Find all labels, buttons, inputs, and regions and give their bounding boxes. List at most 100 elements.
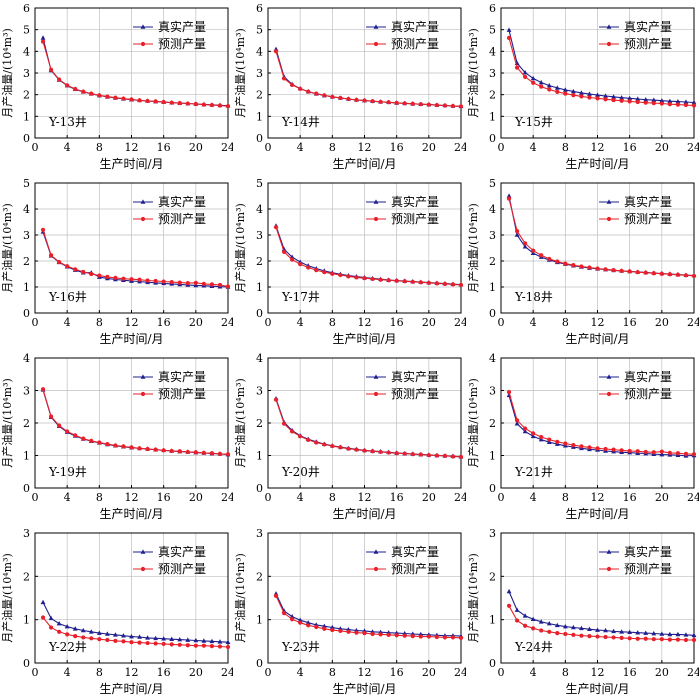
x-tick-label: 20 [189, 316, 203, 329]
pred-data-point [40, 387, 46, 392]
pred-data-point [579, 264, 584, 269]
pred-data-point [346, 274, 351, 279]
circle-marker-icon [606, 391, 612, 397]
x-tick-label: 8 [329, 666, 336, 679]
pred-data-point [121, 96, 126, 101]
pred-data-point [290, 257, 295, 262]
pred-data-point [418, 452, 423, 457]
pred-data-point [539, 253, 544, 258]
pred-data-point [539, 628, 544, 633]
true-data-point [643, 97, 649, 102]
pred-data-point [555, 89, 560, 94]
pred-data-point [97, 637, 102, 642]
true-data-point [587, 626, 592, 631]
pred-data-point [506, 603, 512, 608]
legend-true-label: 真实产量 [624, 19, 672, 34]
pred-data-point [338, 628, 343, 634]
y-tick-label: 4 [256, 45, 263, 58]
x-tick-label: 20 [422, 316, 436, 329]
y-axis-title: 月产油量/(10⁴m³) [466, 553, 480, 643]
well-label: Y-14井 [281, 115, 320, 129]
y-tick-label: 4 [23, 45, 30, 58]
circle-marker-icon [140, 566, 146, 572]
pred-data-point [281, 611, 287, 616]
pred-data-point [450, 454, 456, 459]
x-tick-label: 12 [125, 316, 139, 329]
well-label: Y-19井 [48, 465, 87, 479]
x-tick-label: 12 [358, 666, 372, 679]
circle-marker-icon [373, 216, 379, 222]
x-tick-label: 24 [454, 491, 466, 504]
pred-data-point [458, 282, 464, 288]
true-data-point [667, 631, 673, 637]
y-tick-label: 3 [489, 527, 496, 540]
circle-marker-icon [373, 391, 379, 397]
pred-data-point [73, 634, 78, 639]
x-axis-title: 生产时间/月 [565, 682, 629, 696]
pred-data-point [177, 280, 182, 285]
pred-data-point [290, 617, 295, 622]
y-tick-label: 1 [489, 281, 496, 294]
true-data-point [659, 98, 665, 103]
true-data-point [161, 636, 167, 641]
pred-data-point [426, 634, 431, 639]
x-tick-label: 0 [498, 491, 505, 504]
well-chart-11: 0 4 8 12 16 20 240123生产时间/月月产油量/(10⁴m³)真实产量预测产… [466, 527, 699, 696]
pred-data-point [89, 91, 94, 96]
y-tick-label: 2 [256, 417, 263, 430]
x-tick-label: 24 [221, 316, 233, 329]
x-tick-label: 20 [189, 141, 203, 154]
pred-data-point [587, 265, 592, 270]
true-series-line [508, 395, 695, 457]
pred-data-point [89, 271, 94, 277]
pred-data-point [217, 451, 223, 456]
well-label: Y-23井 [281, 640, 320, 654]
y-tick-label: 3 [256, 527, 263, 540]
x-axis-title: 生产时间/月 [99, 507, 163, 521]
y-axis-title: 月产油量/(10⁴m³) [0, 553, 14, 643]
pred-data-point [177, 642, 182, 647]
pred-data-point [691, 103, 697, 108]
x-axis-title: 生产时间/月 [565, 157, 629, 171]
pred-data-point [659, 637, 664, 642]
x-tick-label: 8 [96, 141, 103, 154]
x-tick-label: 12 [125, 141, 139, 154]
true-data-point [56, 620, 62, 626]
well-chart-10: 0 4 8 12 16 20 240123生产时间/月月产油量/(10⁴m³)真实产量预测产… [233, 527, 466, 696]
pred-data-point [394, 278, 399, 283]
y-tick-label: 4 [489, 45, 496, 58]
true-data-point [217, 639, 223, 644]
true-data-point [546, 620, 552, 626]
pred-data-point [603, 97, 608, 102]
y-axis-title: 月产油量/(10⁴m³) [233, 378, 247, 468]
true-data-point [185, 637, 191, 642]
y-tick-label: 3 [256, 67, 263, 80]
pred-data-point [587, 634, 592, 639]
pred-data-point [514, 418, 520, 423]
true-data-point [643, 630, 649, 635]
pred-data-point [603, 634, 608, 640]
pred-data-point [121, 276, 126, 281]
x-tick-label: 16 [390, 491, 404, 504]
pred-series-line [275, 51, 462, 107]
x-tick-label: 0 [498, 666, 505, 679]
pred-data-point [394, 451, 399, 456]
legend-true-label: 真实产量 [158, 369, 206, 384]
legend-pred-label: 预测产量 [624, 212, 672, 226]
x-tick-label: 12 [591, 141, 605, 154]
pred-data-point [619, 448, 624, 453]
x-tick-label: 16 [623, 141, 637, 154]
pred-data-point [426, 280, 431, 285]
y-tick-label: 1 [23, 614, 30, 627]
y-tick-label: 0 [256, 657, 263, 670]
pred-data-point [161, 99, 166, 105]
x-tick-label: 12 [358, 316, 372, 329]
y-tick-label: 0 [23, 307, 30, 320]
true-data-point [595, 627, 600, 632]
pred-data-point [338, 95, 343, 101]
pred-data-point [48, 67, 54, 72]
pred-data-point [667, 450, 672, 455]
pred-data-point [306, 265, 311, 270]
pred-data-point [105, 94, 110, 99]
